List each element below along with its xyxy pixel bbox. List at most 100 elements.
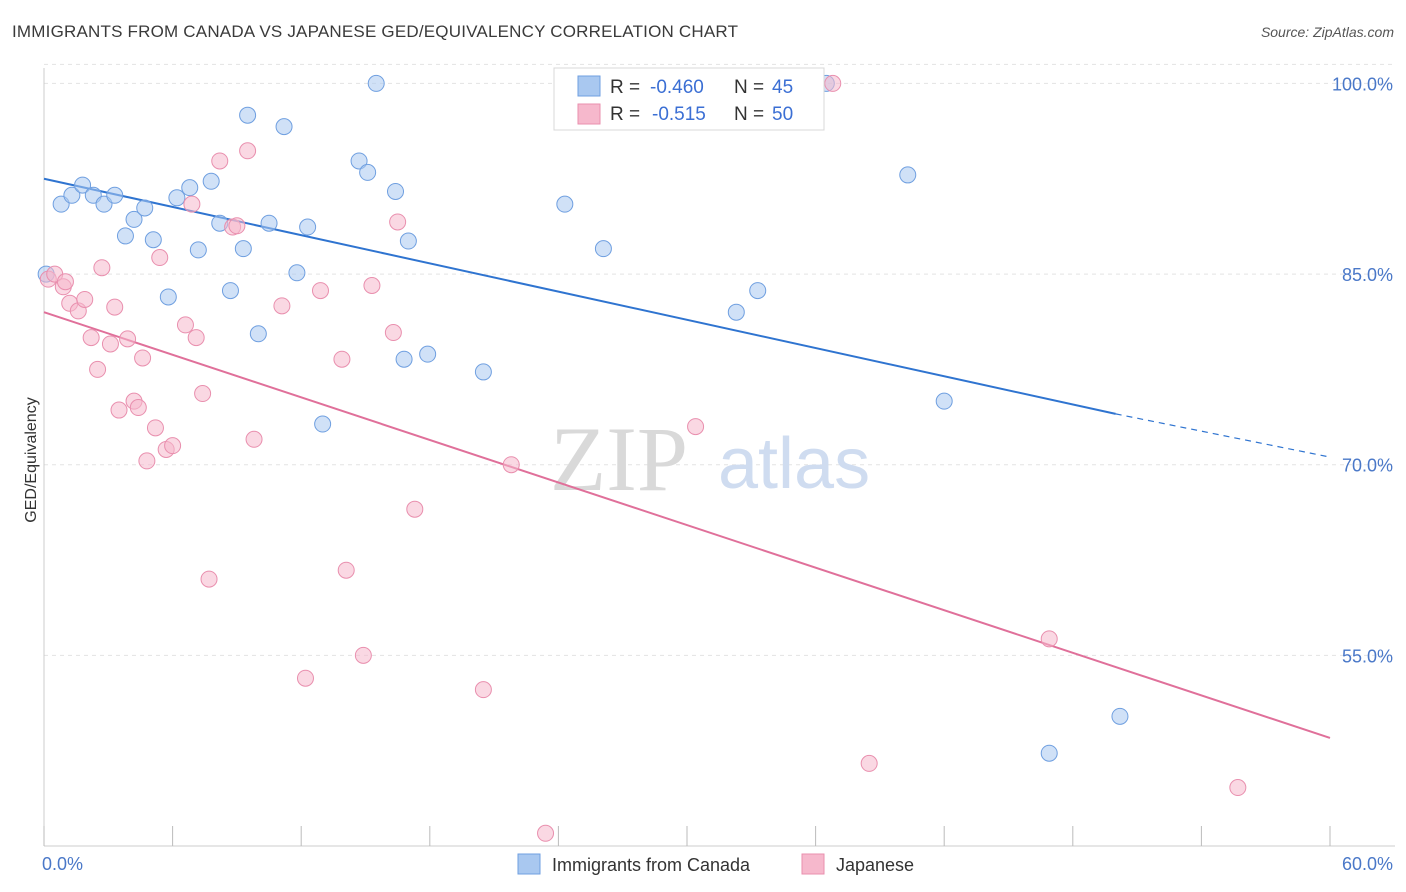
point-japanese [106, 298, 124, 316]
point-japanese [151, 249, 169, 267]
point-japanese [296, 669, 314, 687]
point-canada [159, 288, 177, 306]
x-tick-labels: 0.0% 60.0% [42, 854, 1393, 874]
point-japanese [176, 316, 194, 334]
point-canada [350, 152, 368, 170]
point-japanese [129, 399, 147, 417]
point-canada [63, 186, 81, 204]
point-japanese [200, 570, 218, 588]
trend-line-japanese [43, 311, 1331, 739]
watermark-zip: ZIP [550, 408, 688, 510]
stats-r-label-japanese: R = [610, 104, 640, 125]
point-canada [899, 166, 917, 184]
point-canada [144, 231, 162, 249]
point-japanese [82, 329, 100, 347]
point-canada [299, 218, 317, 236]
point-japanese [1229, 779, 1247, 797]
point-japanese [110, 401, 128, 419]
point-canada [234, 240, 252, 258]
legend-swatch-canada [517, 853, 541, 875]
stats-n-value-japanese: 50 [772, 104, 793, 125]
point-japanese [245, 430, 263, 448]
point-canada [106, 186, 124, 204]
point-canada [935, 392, 953, 410]
point-japanese [134, 349, 152, 367]
trend-line-canada [43, 177, 1116, 415]
point-japanese [138, 452, 156, 470]
stats-n-label-canada: N = [734, 77, 764, 98]
point-canada [419, 345, 437, 363]
point-canada [275, 118, 293, 136]
point-canada [202, 172, 220, 190]
point-canada [168, 189, 186, 207]
point-canada [74, 176, 92, 194]
stats-r-label-canada: R = [610, 77, 640, 98]
point-canada [221, 282, 239, 300]
point-japanese [183, 195, 201, 213]
point-canada [136, 199, 154, 217]
x-tick-label: 0.0% [42, 854, 83, 874]
point-canada [239, 106, 257, 124]
point-japanese [187, 329, 205, 347]
point-japanese [537, 824, 555, 842]
point-japanese [228, 217, 246, 235]
point-japanese [101, 335, 119, 353]
point-japanese [354, 646, 372, 664]
point-japanese [333, 350, 351, 368]
axes [43, 68, 1395, 847]
y-tick-labels: 100.0% 85.0% 70.0% 55.0% [1332, 74, 1393, 666]
point-japanese [384, 324, 402, 342]
point-japanese [119, 330, 137, 348]
point-canada [125, 210, 143, 228]
point-japanese [89, 360, 107, 378]
legend: Immigrants from Canada Japanese [517, 853, 914, 875]
point-japanese [389, 213, 407, 231]
point-japanese [211, 152, 229, 170]
point-canada [116, 227, 134, 245]
point-japanese [1040, 630, 1058, 648]
y-axis-label: GED/Equivalency [23, 397, 40, 522]
point-canada [260, 214, 278, 232]
point-japanese [146, 419, 164, 437]
legend-label-canada: Immigrants from Canada [552, 855, 751, 875]
y-tick-label: 100.0% [1332, 74, 1393, 94]
watermark-atlas: atlas [718, 424, 870, 504]
chart-title: IMMIGRANTS FROM CANADA VS JAPANESE GED/E… [12, 22, 739, 41]
stats-r-value-canada: -0.460 [650, 77, 704, 98]
point-japanese [273, 297, 291, 315]
point-japanese [311, 282, 329, 300]
stats-box: R = -0.460 N = 45 R = -0.515 N = 50 [553, 67, 825, 131]
point-canada [359, 163, 377, 181]
stats-swatch-japanese [577, 103, 601, 125]
point-canada [727, 303, 745, 321]
point-japanese [194, 385, 212, 403]
point-japanese [56, 273, 74, 291]
y-tick-label: 55.0% [1342, 646, 1393, 666]
point-japanese [93, 259, 111, 277]
point-japanese [502, 456, 520, 474]
point-japanese [76, 290, 94, 308]
point-canada [594, 240, 612, 258]
point-canada [314, 415, 332, 433]
stats-swatch-canada [577, 75, 601, 97]
stats-r-value-japanese: -0.515 [652, 104, 706, 125]
chart-source: Source: ZipAtlas.com [1260, 24, 1394, 40]
point-japanese [363, 277, 381, 295]
point-canada [399, 232, 417, 250]
point-canada [387, 182, 405, 200]
point-japanese [824, 74, 842, 92]
point-canada [367, 74, 385, 92]
point-japanese [406, 500, 424, 518]
point-japanese [860, 754, 878, 772]
point-canada [395, 350, 413, 368]
point-canada [288, 264, 306, 282]
stats-n-label-japanese: N = [734, 104, 764, 125]
y-tick-label: 85.0% [1342, 265, 1393, 285]
point-canada [474, 363, 492, 381]
watermark: ZIP atlas [550, 408, 870, 510]
point-japanese [239, 142, 257, 160]
trend-line-canada-extension [1115, 413, 1331, 458]
point-japanese [164, 437, 182, 455]
point-canada [189, 241, 207, 259]
legend-swatch-japanese [801, 853, 825, 875]
